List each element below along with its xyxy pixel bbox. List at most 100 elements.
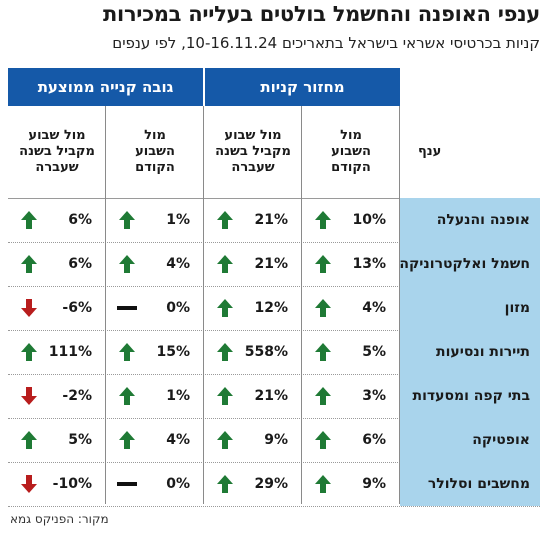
value-text: 0%	[166, 300, 190, 316]
category-label: תיירות ונסיעות	[400, 330, 540, 374]
value-cell-avg-last-year: -10%	[8, 462, 106, 506]
category-label: חשמל ואלקטרוניקה	[399, 242, 540, 286]
value-cell-turnover-prev-week: 10%	[302, 198, 400, 242]
value-text: 21%	[254, 388, 288, 404]
value-text: 3%	[362, 388, 386, 404]
value-text: 6%	[68, 212, 92, 228]
value-cell-avg-prev-week: 4%	[106, 242, 204, 286]
value-cell-avg-prev-week: 1%	[106, 374, 204, 418]
value-cell-turnover-prev-week: 13%	[302, 242, 400, 286]
column-header-row: ענף מול השבוע הקודם מול שבוע מקביל בשנה …	[8, 106, 540, 199]
value-text: 558%	[244, 344, 288, 360]
value-text: -6%	[62, 300, 92, 316]
value-cell-turnover-prev-week: 5%	[302, 330, 400, 374]
arrow-up-icon	[312, 341, 334, 363]
value-text: 111%	[48, 344, 92, 360]
arrow-down-icon	[18, 385, 40, 407]
table-row: בתי קפה ומסעדות 3% 21% 1% -2%	[8, 374, 540, 419]
column-header-category: ענף	[418, 143, 442, 159]
comparison-table: מחזור קניות גובה קנייה ממוצעת ענף מול הש…	[8, 68, 540, 507]
column-divider	[399, 106, 400, 504]
value-text: 12%	[254, 300, 288, 316]
value-text: 13%	[352, 256, 386, 272]
value-cell-turnover-last-year: 558%	[204, 330, 302, 374]
table-row: מזון 4% 12% 0% -6%	[8, 286, 540, 331]
table-row: אופטיקה 6% 9% 4% 5%	[8, 418, 540, 463]
value-text: 1%	[166, 212, 190, 228]
arrow-up-icon	[116, 341, 138, 363]
page-subtitle: קניות בכרטיסי אשראי בישראל בתאריכים 10-1…	[112, 34, 540, 52]
source-note: מקור: הפניקס גמא	[10, 512, 109, 526]
value-cell-avg-prev-week: 0%	[106, 286, 204, 330]
value-text: 10%	[352, 212, 386, 228]
value-text: 29%	[254, 476, 288, 492]
arrow-up-icon	[116, 385, 138, 407]
column-header-turnover-last-year: מול שבוע מקביל בשנה שעברה	[215, 127, 291, 176]
arrow-up-icon	[214, 253, 236, 275]
value-text: 1%	[166, 388, 190, 404]
value-text: 21%	[254, 256, 288, 272]
dash-icon	[116, 297, 138, 319]
arrow-up-icon	[312, 385, 334, 407]
arrow-up-icon	[18, 341, 40, 363]
table-row: אופנה והנעלה 10% 21% 1% 6%	[8, 198, 540, 243]
group-header-avg-purchase: גובה קנייה ממוצעת	[8, 68, 203, 106]
table-row: חשמל ואלקטרוניקה 13% 21% 4% 6%	[8, 242, 540, 287]
value-cell-avg-last-year: 6%	[8, 242, 106, 286]
arrow-up-icon	[18, 429, 40, 451]
value-text: 9%	[362, 476, 386, 492]
value-text: -2%	[62, 388, 92, 404]
value-cell-avg-last-year: 6%	[8, 198, 106, 242]
column-divider	[203, 106, 204, 504]
category-label: אופנה והנעלה	[400, 198, 540, 242]
group-header-row: מחזור קניות גובה קנייה ממוצעת	[8, 68, 540, 106]
category-label: מזון	[400, 286, 540, 330]
arrow-up-icon	[312, 429, 334, 451]
value-cell-turnover-last-year: 21%	[204, 374, 302, 418]
column-divider	[105, 106, 106, 504]
category-label: מחשבים וסלולר	[400, 462, 540, 506]
arrow-up-icon	[312, 473, 334, 495]
group-header-turnover: מחזור קניות	[203, 68, 400, 106]
value-text: 9%	[264, 432, 288, 448]
arrow-up-icon	[116, 209, 138, 231]
value-cell-turnover-prev-week: 9%	[302, 462, 400, 506]
column-header-turnover-prev-week: מול השבוע הקודם	[331, 127, 371, 176]
value-cell-turnover-prev-week: 4%	[302, 286, 400, 330]
value-cell-avg-last-year: -6%	[8, 286, 106, 330]
dash-icon	[116, 473, 138, 495]
table-row: מחשבים וסלולר 9% 29% 0% -10%	[8, 462, 540, 507]
value-cell-avg-prev-week: 1%	[106, 198, 204, 242]
arrow-up-icon	[116, 429, 138, 451]
value-cell-turnover-last-year: 21%	[204, 198, 302, 242]
value-text: 4%	[166, 432, 190, 448]
arrow-up-icon	[312, 297, 334, 319]
arrow-up-icon	[116, 253, 138, 275]
arrow-up-icon	[214, 473, 236, 495]
value-cell-avg-prev-week: 0%	[106, 462, 204, 506]
value-text: 6%	[68, 256, 92, 272]
arrow-up-icon	[312, 253, 334, 275]
category-label: אופטיקה	[400, 418, 540, 462]
value-cell-turnover-last-year: 29%	[204, 462, 302, 506]
arrow-up-icon	[214, 341, 236, 363]
column-header-avg-prev-week: מול השבוע הקודם	[135, 127, 175, 176]
value-cell-avg-prev-week: 4%	[106, 418, 204, 462]
arrow-up-icon	[214, 297, 236, 319]
value-cell-turnover-last-year: 12%	[204, 286, 302, 330]
value-cell-turnover-last-year: 21%	[204, 242, 302, 286]
value-text: 4%	[362, 300, 386, 316]
value-text: 4%	[166, 256, 190, 272]
arrow-down-icon	[18, 297, 40, 319]
category-label: בתי קפה ומסעדות	[400, 374, 540, 418]
value-text: 0%	[166, 476, 190, 492]
value-cell-avg-last-year: -2%	[8, 374, 106, 418]
value-text: -10%	[52, 476, 92, 492]
value-cell-turnover-prev-week: 3%	[302, 374, 400, 418]
arrow-up-icon	[18, 209, 40, 231]
value-text: 15%	[156, 344, 190, 360]
value-text: 5%	[68, 432, 92, 448]
arrow-down-icon	[18, 473, 40, 495]
table-row: תיירות ונסיעות 5% 558% 15% 111%	[8, 330, 540, 375]
